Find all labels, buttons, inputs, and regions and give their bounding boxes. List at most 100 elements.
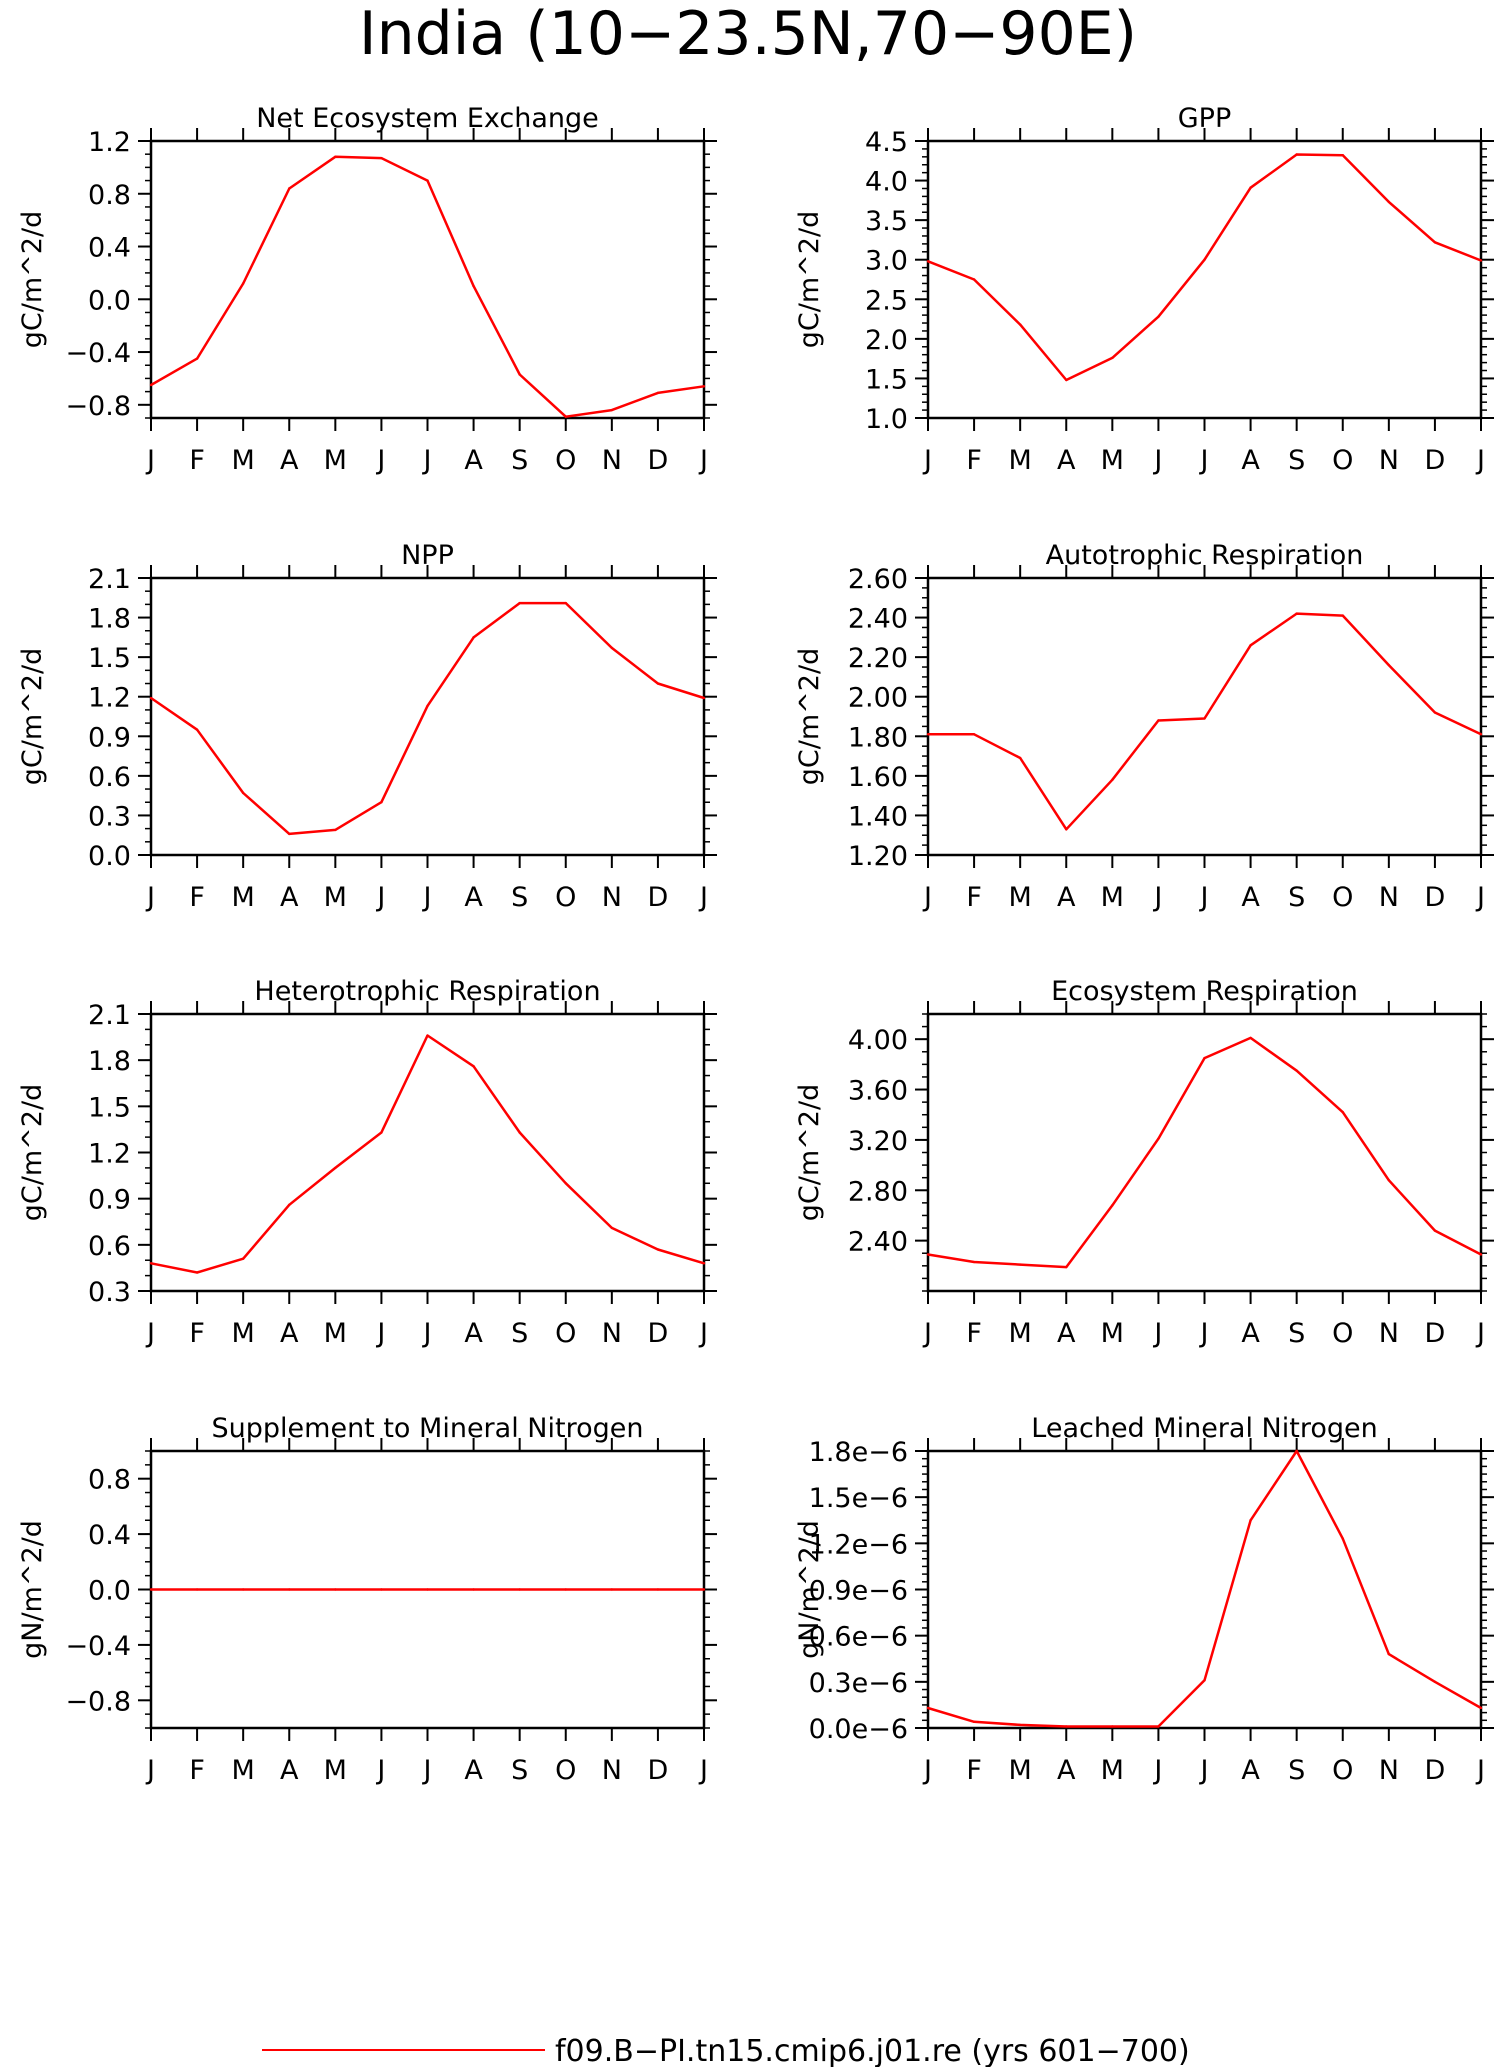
data-point	[1018, 1263, 1022, 1266]
data-point	[241, 282, 245, 285]
x-tick-label: N	[1379, 445, 1399, 476]
x-tick-label: J	[1475, 445, 1485, 476]
data-point	[1157, 1725, 1160, 1728]
series-line	[927, 1036, 1482, 1269]
y-tick-label: 4.0	[865, 167, 908, 198]
data-point	[472, 1065, 475, 1068]
data-point	[972, 278, 976, 281]
x-tick-label: A	[1241, 1318, 1260, 1349]
y-axis-label: gC/m^2/d	[17, 648, 48, 785]
x-tick-label: F	[189, 882, 205, 913]
data-point	[380, 1131, 383, 1134]
data-point	[241, 1588, 245, 1591]
data-point	[380, 801, 383, 804]
x-tick-label: A	[1241, 1755, 1260, 1786]
series-line	[150, 155, 705, 418]
y-tick-label: −0.8	[65, 391, 131, 422]
y-axis-label: gC/m^2/d	[794, 1084, 825, 1221]
x-tick-label: N	[1379, 1318, 1399, 1349]
y-tick-label: 2.5	[865, 285, 908, 316]
x-tick-label: D	[1425, 1318, 1446, 1349]
data-point	[1065, 378, 1068, 382]
y-tick-label: 0.8	[88, 1465, 131, 1496]
data-point	[564, 1588, 567, 1591]
plot-frame	[926, 1012, 1483, 1293]
data-point	[1065, 1725, 1068, 1728]
x-tick-label: O	[1332, 445, 1353, 476]
x-tick-label: M	[324, 1755, 347, 1786]
y-tick-label: 2.40	[848, 604, 908, 635]
x-tick-label: J	[1199, 1755, 1209, 1786]
y-tick-label: 4.5	[865, 127, 908, 158]
data-point	[1433, 1680, 1437, 1684]
data-point	[1479, 1253, 1483, 1256]
data-point	[564, 415, 567, 418]
data-point	[1111, 1725, 1114, 1728]
x-tick-label: J	[698, 1755, 708, 1786]
plot-frame	[926, 139, 1483, 420]
x-tick-label: A	[280, 445, 299, 476]
data-point	[288, 1203, 291, 1207]
data-point	[1387, 200, 1391, 204]
data-point	[334, 1166, 337, 1170]
x-tick-label: O	[555, 1755, 576, 1786]
x-tick-label: A	[464, 882, 483, 913]
series-line	[927, 153, 1482, 382]
x-tick-label: O	[1332, 1755, 1353, 1786]
x-tick-label: F	[189, 1318, 205, 1349]
x-tick-label: A	[1057, 1318, 1076, 1349]
data-point	[1295, 1449, 1298, 1453]
data-point	[241, 1257, 245, 1260]
x-tick-label: A	[464, 1755, 483, 1786]
x-tick-label: J	[422, 1755, 432, 1786]
x-tick-label: M	[1009, 445, 1032, 476]
y-tick-label: 0.3	[88, 801, 131, 832]
x-tick-label: M	[324, 1318, 347, 1349]
data-point	[1249, 186, 1252, 189]
data-point	[1111, 356, 1114, 360]
data-point	[334, 155, 337, 159]
data-point	[926, 260, 930, 263]
data-point	[334, 1588, 337, 1591]
y-tick-label: 0.4	[88, 233, 131, 264]
data-point	[1341, 154, 1344, 157]
x-tick-label: J	[922, 1755, 932, 1786]
x-tick-label: J	[1152, 445, 1162, 476]
y-tick-label: 1.60	[848, 762, 908, 793]
x-tick-label: A	[280, 882, 299, 913]
y-tick-label: 0.0	[88, 285, 131, 316]
x-tick-label: J	[698, 445, 708, 476]
data-point	[972, 1260, 976, 1264]
x-tick-label: N	[1379, 1755, 1399, 1786]
figure-title: India (10−23.5N,70−90E)	[359, 0, 1137, 69]
y-tick-label: 1.2	[88, 127, 131, 158]
y-tick-label: 3.20	[848, 1126, 908, 1157]
data-point	[1387, 1652, 1391, 1656]
x-tick-label: A	[1057, 1755, 1076, 1786]
x-tick-label: M	[1101, 445, 1124, 476]
x-tick-label: J	[1152, 1755, 1162, 1786]
x-tick-label: A	[464, 445, 483, 476]
x-tick-label: D	[648, 1755, 669, 1786]
series-line	[150, 1034, 705, 1274]
data-point	[1065, 1265, 1068, 1269]
x-tick-label: M	[324, 445, 347, 476]
data-point	[1433, 241, 1437, 244]
data-point	[426, 179, 429, 182]
data-point	[1203, 717, 1206, 720]
x-tick-label: J	[922, 445, 932, 476]
x-tick-label: J	[375, 882, 385, 913]
y-tick-label: 3.5	[865, 206, 908, 237]
data-point	[1018, 756, 1022, 760]
y-tick-label: 2.60	[848, 564, 908, 595]
x-tick-label: J	[145, 445, 155, 476]
y-tick-label: 1.0	[865, 404, 908, 435]
data-point	[1249, 1036, 1252, 1040]
data-point	[926, 1706, 930, 1710]
x-tick-label: S	[511, 1755, 528, 1786]
y-axis-label: gC/m^2/d	[17, 1084, 48, 1221]
data-point	[149, 1262, 153, 1265]
